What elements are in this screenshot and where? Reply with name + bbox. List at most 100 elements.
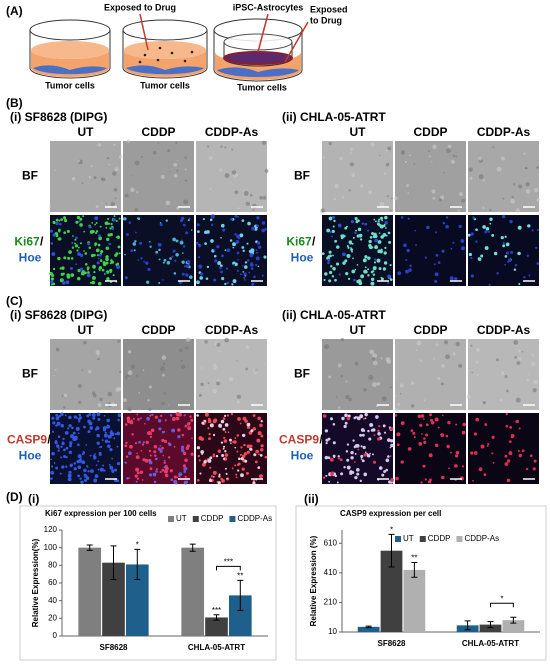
- micrograph: [466, 339, 539, 410]
- cell: [102, 426, 107, 430]
- texture: [130, 175, 132, 177]
- cell: [98, 266, 103, 270]
- texture: [452, 154, 456, 158]
- cell: [173, 272, 177, 275]
- cell: [83, 468, 87, 473]
- row-label: /: [40, 235, 44, 249]
- cell: [55, 221, 59, 226]
- cell: [196, 223, 200, 227]
- texture: [216, 378, 220, 382]
- cell: [148, 460, 153, 465]
- error-bar: [213, 614, 220, 621]
- cell: [363, 453, 368, 457]
- cell: [454, 277, 458, 281]
- cell: [324, 272, 328, 276]
- cell: [461, 430, 466, 435]
- row-label: Hoe: [291, 449, 314, 463]
- cell: [369, 422, 374, 427]
- cell: [373, 218, 376, 221]
- cell: [378, 218, 381, 221]
- cell: [196, 446, 201, 450]
- micrograph-bg: [468, 413, 539, 484]
- texture: [142, 369, 145, 372]
- micrograph-bg: [50, 215, 121, 286]
- texture: [161, 402, 165, 406]
- cell: [62, 437, 65, 441]
- texture: [212, 388, 218, 394]
- medium-top: [124, 41, 206, 59]
- texture: [249, 193, 253, 197]
- texture: [504, 375, 508, 379]
- cell: [113, 437, 116, 440]
- schematic: [29, 13, 309, 82]
- cell: [93, 253, 96, 257]
- cell: [220, 254, 224, 258]
- cell: [190, 452, 194, 456]
- cell: [405, 269, 409, 274]
- cell: [69, 266, 73, 270]
- cell: [125, 455, 129, 458]
- cell: [181, 448, 185, 453]
- cell: [73, 435, 78, 440]
- cell: [68, 250, 72, 254]
- cell: [435, 253, 439, 257]
- texture: [337, 363, 342, 368]
- cell: [79, 253, 84, 258]
- cell: [431, 421, 435, 425]
- cell: [64, 219, 68, 223]
- cell: [110, 429, 113, 432]
- cell: [96, 441, 100, 445]
- cell: [328, 250, 332, 254]
- column-label: UT: [350, 323, 367, 337]
- cell: [225, 472, 228, 475]
- cell: [100, 249, 104, 254]
- texture: [395, 376, 397, 379]
- cell: [249, 262, 254, 267]
- cell: [162, 454, 165, 457]
- cell: [158, 258, 161, 261]
- cell: [158, 248, 161, 252]
- error-bar: [388, 533, 395, 568]
- cell: [55, 218, 59, 222]
- cell: [50, 280, 54, 284]
- cell: [350, 248, 353, 252]
- cell: [60, 412, 64, 417]
- cell: [207, 427, 210, 430]
- cell: [124, 423, 128, 426]
- texture: [55, 347, 60, 352]
- texture: [157, 142, 160, 145]
- cell: [378, 425, 381, 428]
- cell: [208, 437, 211, 441]
- cell: [509, 219, 513, 224]
- cell: [243, 276, 246, 279]
- texture: [262, 196, 267, 200]
- cell: [478, 467, 483, 472]
- cell: [129, 444, 133, 449]
- cell: [249, 253, 254, 258]
- cell: [327, 258, 331, 262]
- cell: [528, 274, 531, 277]
- cell: [84, 479, 88, 482]
- cell: [353, 278, 356, 282]
- texture: [113, 143, 116, 147]
- texture: [515, 397, 521, 403]
- cell: [209, 456, 213, 460]
- cell: [255, 256, 260, 261]
- texture: [340, 338, 344, 342]
- cell: [473, 451, 478, 455]
- cell: [322, 476, 326, 479]
- cell: [502, 244, 506, 248]
- cell: [81, 460, 86, 465]
- cell: [487, 443, 490, 446]
- cell: [53, 462, 56, 464]
- cell: [382, 233, 387, 237]
- significance-label: **: [411, 554, 417, 563]
- cell: [363, 260, 366, 263]
- cell: [234, 233, 237, 236]
- cell: [367, 429, 370, 433]
- cell: [531, 229, 534, 232]
- tumor-cells: [217, 67, 299, 78]
- texture: [482, 179, 486, 182]
- cell: [333, 219, 336, 223]
